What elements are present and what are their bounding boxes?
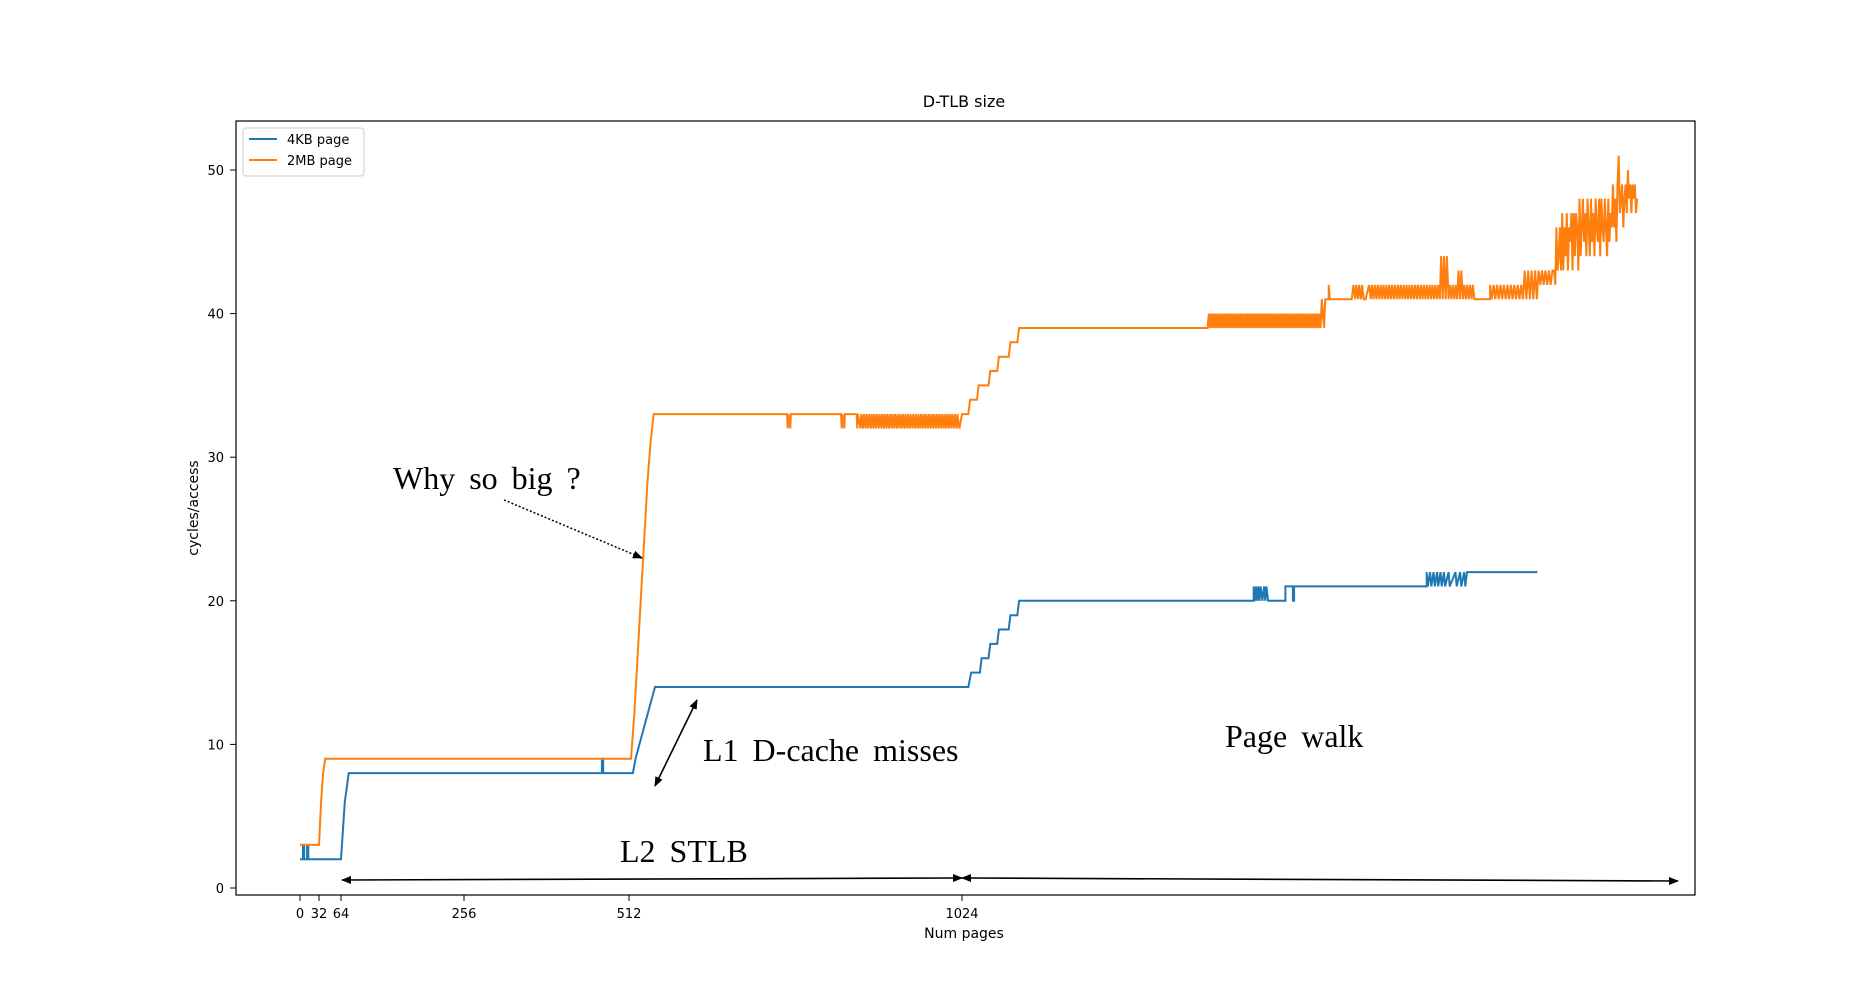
- annotation-page-walk: Page walk: [1225, 718, 1363, 754]
- x-axis-title: Num pages: [924, 926, 1004, 942]
- y-tick-label: 20: [207, 595, 224, 610]
- chart-title: D-TLB size: [923, 92, 1005, 111]
- x-tick-label: 32: [311, 907, 328, 922]
- annotation-why-so-big-arrow: [503, 499, 643, 559]
- x-axis-ticks: 0 32 64 256 512 1024: [296, 895, 979, 922]
- annotation-page-walk-arrow: [961, 874, 1679, 885]
- series-layer: [300, 155, 1639, 861]
- y-tick-label: 40: [207, 308, 224, 323]
- annotation-why-so-big: Why so big ?: [393, 460, 581, 496]
- y-axis-title: cycles/access: [186, 460, 202, 555]
- annotation-l1-dcache-arrow: [654, 699, 698, 787]
- y-axis-ticks: 0 10 20 30 40 50: [207, 164, 236, 897]
- series-line-4kb: [300, 571, 1538, 861]
- legend: 4KB page 2MB page: [242, 127, 365, 177]
- legend-label-4kb: 4KB page: [287, 133, 349, 148]
- legend-label-2mb: 2MB page: [287, 154, 352, 169]
- x-tick-label: 0: [296, 907, 304, 922]
- y-tick-label: 0: [216, 882, 224, 897]
- y-tick-label: 10: [207, 738, 224, 753]
- x-tick-label: 64: [333, 907, 350, 922]
- series-line-2mb: [300, 155, 1639, 846]
- y-tick-label: 30: [207, 451, 224, 466]
- annotation-l1-dcache-misses: L1 D-cache misses: [703, 732, 958, 768]
- y-tick-label: 50: [207, 164, 224, 179]
- x-tick-label: 512: [617, 907, 642, 922]
- x-tick-label: 1024: [945, 907, 978, 922]
- plot-frame: [235, 120, 1696, 896]
- annotation-l2-stlb-arrow: [341, 874, 963, 884]
- x-tick-label: 256: [452, 907, 477, 922]
- annotation-l2-stlb: L2 STLB: [620, 833, 748, 869]
